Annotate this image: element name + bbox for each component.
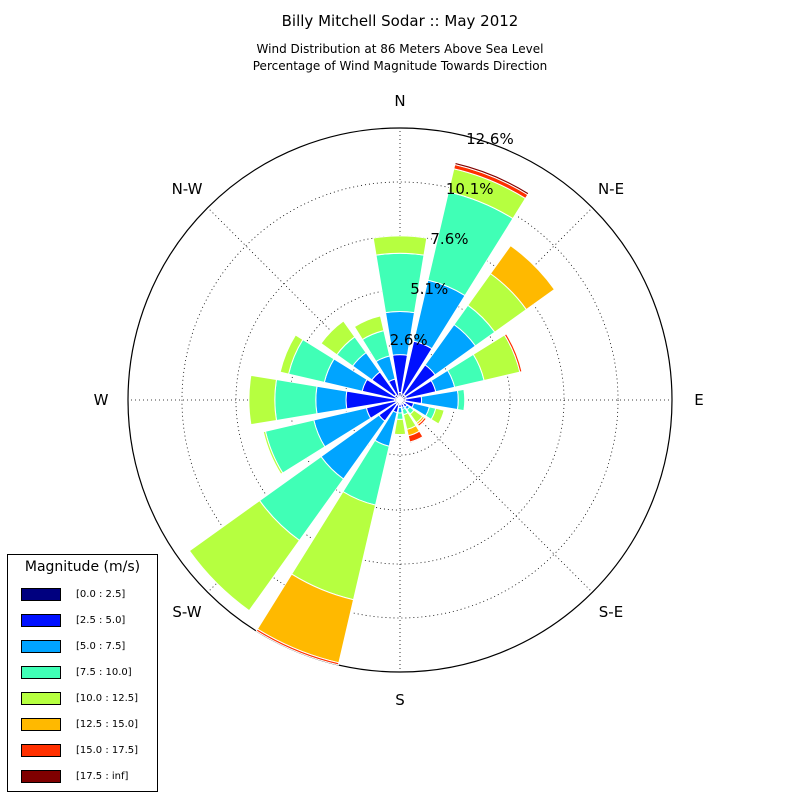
legend-swatch — [21, 588, 61, 601]
wind-bar-segment — [416, 416, 428, 428]
legend-label: [2.5 : 5.0] — [76, 615, 126, 626]
compass-label-sw: S-W — [172, 603, 201, 621]
wind-bar-segment — [320, 320, 356, 356]
compass-label-ne: N-E — [598, 180, 624, 198]
legend-label: [12.5 : 15.0] — [76, 719, 139, 730]
legend-swatch — [21, 640, 61, 653]
ring-label: 10.1% — [446, 180, 494, 198]
wind-bar-segment — [454, 161, 530, 196]
ring-label: 7.6% — [430, 230, 468, 248]
wind-bar-segment — [262, 430, 284, 475]
chart-title: Billy Mitchell Sodar :: May 2012 — [281, 12, 519, 30]
compass-label-w: W — [94, 391, 109, 409]
wind-bar-segment — [409, 435, 425, 444]
wind-bar-segment — [503, 333, 523, 373]
legend-label: [15.0 : 17.5] — [76, 745, 139, 756]
legend-label: [10.0 : 12.5] — [76, 693, 139, 704]
compass-label-nw: N-W — [172, 180, 203, 198]
legend-swatch — [21, 718, 61, 731]
wind-bar-segment — [279, 334, 304, 375]
wind-bar-segment — [393, 418, 407, 436]
axis-labels: 2.6% 5.1% 7.6% 10.1% 12.6% N N-E E S-E S S-W W N-W — [94, 92, 704, 709]
compass-label-s: S — [395, 691, 405, 709]
wind-bar-segment — [274, 378, 318, 422]
wind-bar-segment — [456, 388, 466, 412]
wind-bar-segment — [396, 412, 404, 420]
legend-title: Magnitude (m/s) — [24, 559, 141, 575]
chart-subtitle-line-1: Wind Distribution at 86 Meters Above Sea… — [256, 42, 544, 56]
legend-label: [17.5 : inf] — [76, 771, 129, 782]
legend-swatch — [21, 770, 61, 783]
ring-gridline — [289, 289, 511, 511]
wind-bar-segment — [188, 499, 301, 612]
wind-bar-segment — [315, 385, 348, 415]
legend-swatch — [21, 744, 61, 757]
chart-subtitle-line-2: Percentage of Wind Magnitude Towards Dir… — [252, 59, 548, 73]
radial-gridline — [207, 207, 401, 401]
outer-circle — [127, 127, 673, 673]
wind-bar-segment — [248, 374, 278, 426]
legend-swatch — [21, 614, 61, 627]
ring-label: 2.6% — [390, 331, 428, 349]
wind-bar-segment — [489, 244, 556, 311]
legend-swatch — [21, 666, 61, 679]
wind-bar-segment — [430, 407, 445, 425]
legend-swatch — [21, 692, 61, 705]
wind-bar-segment — [255, 628, 340, 666]
ring-gridline — [181, 181, 619, 619]
ring-label: 12.6% — [466, 130, 514, 148]
wind-bar-segment — [372, 235, 428, 256]
wind-rose-bars — [188, 161, 556, 666]
wind-bar-segment — [353, 315, 385, 341]
compass-label-n: N — [394, 92, 405, 110]
legend-label: [7.5 : 10.0] — [76, 667, 132, 678]
legend-label: [5.0 : 7.5] — [76, 641, 126, 652]
ring-label: 5.1% — [410, 280, 448, 298]
compass-label-se: S-E — [599, 603, 623, 621]
radial-gridline — [399, 399, 593, 593]
legend: Magnitude (m/s) [0.0 : 2.5] [2.5 : 5.0] [5… — [7, 554, 158, 792]
legend-label: [0.0 : 2.5] — [76, 589, 126, 600]
compass-label-e: E — [694, 391, 703, 409]
